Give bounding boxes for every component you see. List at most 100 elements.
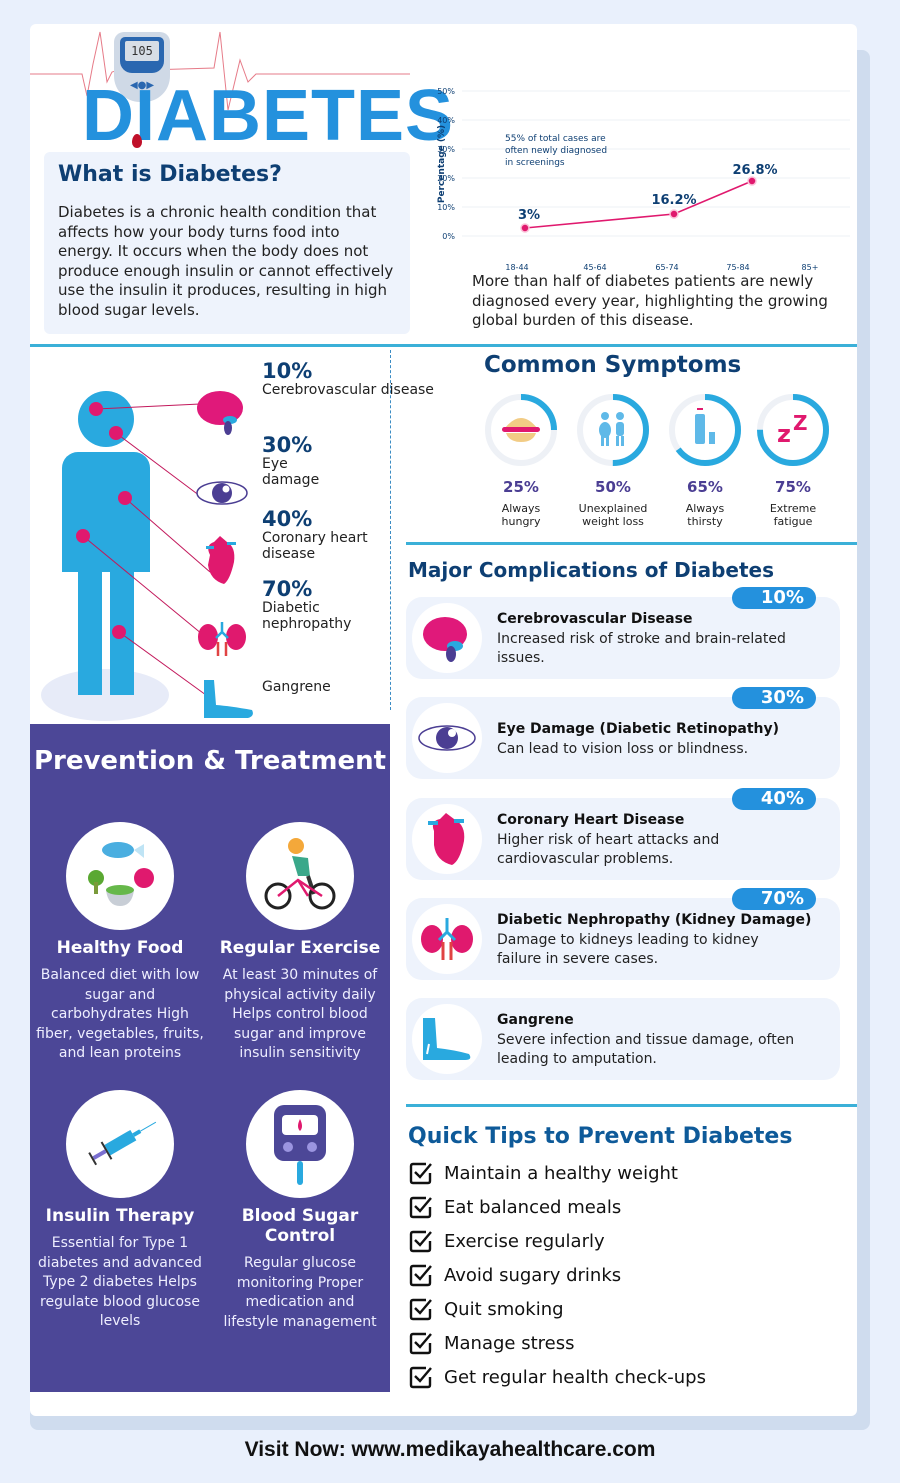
symptom-label: Always hungry [501, 502, 541, 528]
section-divider [30, 344, 857, 347]
symptom-label: Always thirsty [685, 502, 725, 528]
ytick: 40% [437, 116, 455, 125]
ytick: 10% [437, 203, 455, 212]
glucose-meter-icon [274, 1105, 326, 1185]
burger-icon [502, 418, 540, 442]
glucose-meter-icon: 105 ◀●▶ [114, 32, 170, 102]
prevention-blood-sugar-control: Blood Sugar Control Regular glucose moni… [210, 1090, 390, 1332]
point-label: 3% [518, 208, 540, 223]
symptom-pct: 75% [775, 478, 811, 496]
heart-icon [206, 536, 236, 584]
tip-item: Manage stress [408, 1330, 575, 1356]
prevention-panel: Prevention & Treatment Healthy Food Bala… [30, 724, 390, 1392]
symptom-pct: 50% [595, 478, 631, 496]
page-title: DIABETES [82, 76, 455, 156]
point-label: 16.2% [651, 193, 696, 208]
tip-item: Maintain a healthy weight [408, 1160, 678, 1186]
checkbox-icon [409, 1230, 432, 1253]
complication-badge: 10% [732, 587, 816, 609]
checkbox-icon [409, 1332, 432, 1355]
prevention-item-title: Healthy Food [56, 938, 184, 958]
tip-item: Exercise regularly [408, 1228, 605, 1254]
section-divider [406, 1104, 857, 1107]
symptom-pct: 25% [503, 478, 539, 496]
checkbox-icon [409, 1298, 432, 1321]
ytick: 50% [437, 87, 455, 96]
complication-name: Coronary Heart Disease [497, 812, 685, 828]
xtick: 65-74 [655, 263, 678, 272]
complication-name: Cerebrovascular Disease [497, 611, 693, 627]
intro-panel: What is Diabetes? Diabetes is a chronic … [44, 152, 410, 334]
checkbox-icon [409, 1366, 432, 1389]
complication-coronary-heart: Coronary Heart Disease Higher risk of he… [406, 788, 840, 880]
prevention-item-desc: Essential for Type 1 diabetes and advanc… [38, 1235, 202, 1329]
symptoms-title: Common Symptoms [484, 352, 742, 378]
prevention-item-title: Insulin Therapy [45, 1206, 195, 1226]
tips-title: Quick Tips to Prevent Diabetes [408, 1124, 793, 1149]
chart-caption: More than half of diabetes patients are … [472, 272, 828, 329]
syringe-icon [88, 1121, 157, 1166]
foot-icon [204, 680, 253, 718]
symptom-pct: 65% [687, 478, 723, 496]
tip-item: Get regular health check-ups [408, 1364, 706, 1390]
section-divider [406, 542, 857, 545]
complication-desc: Can lead to vision loss or blindness. [497, 741, 749, 757]
prevention-item-desc: Regular glucose monitoring Proper medica… [223, 1255, 377, 1330]
svg-text:55% of total cases are: 55% of total cases are often newly diagn… [505, 134, 610, 168]
complication-desc: Higher risk of heart attacks and cardiov… [497, 832, 720, 867]
ytick: 20% [437, 174, 455, 183]
complication-badge: 40% [732, 788, 816, 810]
svg-text:Z: Z [793, 411, 808, 435]
symptom-label: Extreme fatigue [769, 502, 817, 528]
infographic-card: 105 ◀●▶ DIABETES What is Diabetes? Diabe… [30, 24, 857, 1416]
kidney-icon [198, 622, 246, 656]
progress-ring [669, 394, 741, 466]
prevention-item-desc: Balanced diet with low sugar and carbohy… [36, 967, 204, 1061]
xtick: 75-84 [726, 263, 749, 272]
progress-ring [485, 394, 557, 466]
ytick: 30% [437, 145, 455, 154]
cyclist-icon [264, 838, 336, 910]
prevention-regular-exercise: Regular Exercise At least 30 minutes of … [210, 822, 390, 1064]
tip-item: Quit smoking [408, 1296, 564, 1322]
dashed-divider [390, 350, 391, 710]
complication-name: Diabetic Nephropathy (Kidney Damage) [497, 912, 812, 928]
svg-text:z: z [777, 420, 791, 448]
meter-reading: 105 [125, 41, 159, 61]
complication-nephropathy: Diabetic Nephropathy (Kidney Damage) Dam… [406, 888, 840, 980]
brain-icon [423, 617, 467, 662]
complication-name: Eye Damage (Diabetic Retinopathy) [497, 721, 780, 737]
brain-icon [197, 391, 243, 435]
kidney-icon [421, 918, 473, 960]
body-label-cerebrovascular: 10% Cerebrovascular disease [262, 359, 434, 398]
tip-item: Avoid sugary drinks [408, 1262, 621, 1288]
xtick: 85+ [802, 263, 819, 272]
blood-drop-icon [132, 134, 142, 148]
symptom-always-hungry: 25% Always hungry [476, 392, 566, 528]
point-label: 26.8% [732, 163, 777, 178]
heart-icon [428, 813, 465, 865]
age-group-line-chart: 50% 40% 30% 20% 10% 0% Percentage (%) 18… [437, 87, 850, 272]
foot-icon [423, 1018, 471, 1060]
body-figure-illustration [41, 391, 253, 721]
xtick: 45-64 [583, 263, 606, 272]
complication-gangrene: Gangrene Severe infection and tissue dam… [406, 998, 840, 1080]
symptom-label: Unexplained weight loss [578, 502, 648, 528]
intro-heading: What is Diabetes? [58, 162, 282, 187]
body-label-heart: 40% Coronary heart disease [262, 507, 368, 562]
y-axis-label: Percentage (%) [437, 125, 447, 203]
body-label-kidney: 70% Diabetic nephropathy [262, 577, 352, 632]
symptom-always-thirsty: 65% Always thirsty [660, 392, 750, 528]
footer-link[interactable]: Visit Now: www.medikayahealthcare.com [244, 1438, 656, 1461]
eye-icon [196, 481, 248, 505]
prevention-item-title: Blood Sugar Control [241, 1206, 359, 1246]
checkbox-icon [409, 1162, 432, 1185]
complication-desc: Damage to kidneys leading to kidney fail… [497, 932, 759, 967]
xtick: 18-44 [505, 263, 528, 272]
bottle-icon [695, 408, 715, 444]
complication-cerebrovascular: Cerebrovascular Disease Increased risk o… [406, 587, 840, 679]
intro-body: Diabetes is a chronic health condition t… [58, 203, 394, 319]
prevention-healthy-food: Healthy Food Balanced diet with low suga… [30, 822, 210, 1064]
